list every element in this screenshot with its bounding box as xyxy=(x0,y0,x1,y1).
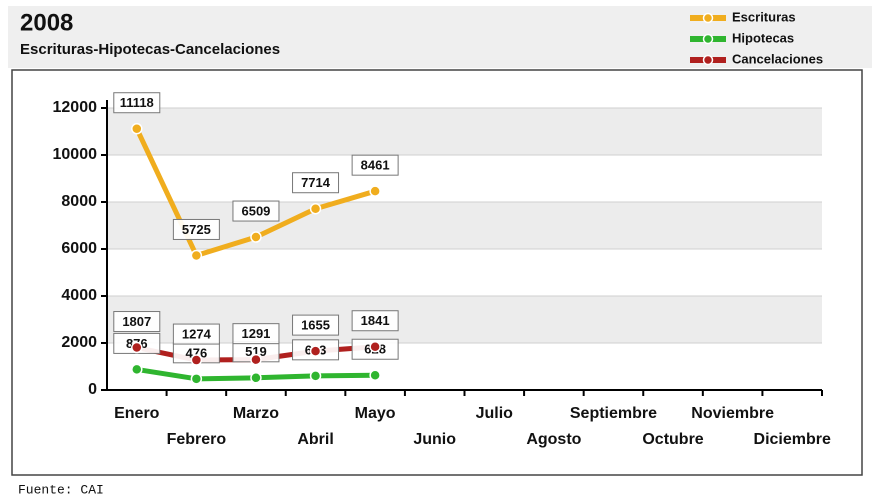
data-label-box xyxy=(351,310,399,332)
y-tick-label: 2000 xyxy=(61,334,97,351)
y-tick-label: 0 xyxy=(88,381,97,398)
data-point xyxy=(190,249,203,262)
legend-dot xyxy=(702,54,714,66)
x-tick-label: Octubre xyxy=(642,431,703,448)
y-tick-label: 8000 xyxy=(61,193,97,210)
grid-band xyxy=(107,202,822,249)
data-label: 476 xyxy=(186,345,208,360)
data-label: 6509 xyxy=(241,203,270,218)
grid: 0 2000 4000 6000 8000 10000 12000 Enero Febrero M… xyxy=(53,99,831,448)
y-tick-label: 4000 xyxy=(61,287,97,304)
source: Fuente: CAI xyxy=(18,482,104,495)
data-point xyxy=(369,369,381,381)
x-tick-label: Marzo xyxy=(233,405,279,422)
grid-band xyxy=(107,108,822,155)
data-label: 1291 xyxy=(241,326,270,341)
x-tick-label: Mayo xyxy=(355,405,396,422)
x-tick-label: Julio xyxy=(476,405,514,422)
data-label: 1274 xyxy=(182,326,212,341)
data-point xyxy=(369,340,381,353)
data-label: 1655 xyxy=(301,318,330,333)
data-label: 1841 xyxy=(361,313,390,328)
x-tick-label: Agosto xyxy=(526,431,581,448)
header-band xyxy=(8,6,872,68)
y-tick-label: 6000 xyxy=(61,240,97,257)
data-point xyxy=(369,185,381,197)
data-label: 5725 xyxy=(182,222,211,237)
data-point xyxy=(131,363,143,376)
x-tick-label: Septiembre xyxy=(570,405,657,422)
data-label-box xyxy=(351,154,399,176)
data-point xyxy=(190,354,203,366)
y-tick-label: 12000 xyxy=(53,99,98,116)
x-tick-label: Diciembre xyxy=(754,431,831,448)
x-tick-label: Enero xyxy=(114,405,160,422)
data-point xyxy=(250,372,262,384)
data-label-box xyxy=(232,200,280,222)
x-tick-label: Junio xyxy=(413,431,456,448)
legend-dot xyxy=(702,12,714,24)
data-point xyxy=(309,202,322,215)
x-tick-label: Noviembre xyxy=(691,405,774,422)
data-label: 1807 xyxy=(122,314,151,329)
legend-label: Escrituras xyxy=(732,9,796,24)
x-tick-label: Abril xyxy=(297,431,333,448)
data-label-box xyxy=(292,314,340,336)
data-label-box xyxy=(232,323,280,345)
data-label-box xyxy=(292,172,340,194)
y-tick-label: 10000 xyxy=(53,146,98,163)
data-point xyxy=(131,122,143,135)
chart-subtitle: Escrituras-Hipotecas-Cancelaciones xyxy=(20,41,280,58)
data-label-box xyxy=(113,92,161,114)
data-label-box xyxy=(113,311,161,333)
data-label: 11118 xyxy=(120,95,154,110)
grid-band xyxy=(107,296,822,343)
plot: 1111857256509771484618764765196036281807… xyxy=(113,92,399,385)
data-label: 7714 xyxy=(301,175,331,190)
data-label: 8461 xyxy=(361,158,390,173)
data-point xyxy=(309,370,322,382)
data-point xyxy=(250,353,262,366)
x-tick-label: Febrero xyxy=(167,431,227,448)
legend-label: Hipotecas xyxy=(732,30,794,45)
data-label: 519 xyxy=(245,344,267,359)
legend-label: Cancelaciones xyxy=(732,51,823,66)
data-point xyxy=(131,341,143,354)
data-point xyxy=(309,345,322,357)
data-label-box xyxy=(172,218,220,240)
legend-dot xyxy=(702,33,714,45)
data-point xyxy=(250,231,262,243)
data-point xyxy=(190,373,203,385)
data-label-box xyxy=(172,323,220,345)
chart-title: 2008 xyxy=(20,9,73,36)
